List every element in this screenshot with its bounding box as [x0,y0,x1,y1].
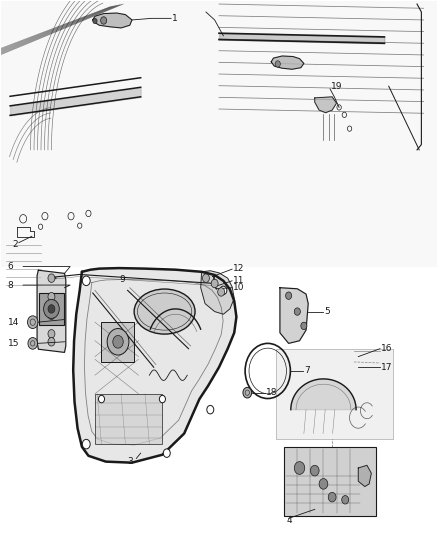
Text: 19: 19 [331,82,343,91]
Circle shape [107,328,129,355]
Circle shape [113,335,123,348]
Circle shape [202,274,209,282]
Text: 16: 16 [381,344,393,353]
Polygon shape [280,288,308,343]
Polygon shape [291,379,356,410]
Text: 10: 10 [233,283,245,292]
Text: 9: 9 [119,274,125,284]
Bar [276,349,393,439]
Circle shape [207,406,214,414]
Polygon shape [358,465,371,487]
Circle shape [93,18,97,23]
Circle shape [48,274,55,282]
Text: 5: 5 [325,307,331,316]
Circle shape [48,337,55,346]
Circle shape [159,395,166,403]
Bar [95,394,162,444]
Polygon shape [201,271,234,314]
Text: 11: 11 [233,276,245,285]
Circle shape [44,300,59,318]
Circle shape [319,479,328,489]
Text: 8: 8 [7,280,13,289]
Text: 7: 7 [304,367,310,375]
Polygon shape [271,56,304,69]
Circle shape [294,308,300,316]
Text: 1: 1 [173,14,178,23]
Bar [284,447,376,516]
Circle shape [28,337,38,349]
Polygon shape [73,268,237,463]
Text: 4: 4 [286,516,292,525]
Circle shape [82,276,90,286]
Circle shape [243,387,252,398]
Text: 14: 14 [7,318,19,327]
Circle shape [286,292,292,300]
Text: 18: 18 [266,388,278,397]
Polygon shape [37,270,66,352]
Bar [1,266,437,531]
Text: 12: 12 [233,264,245,272]
Circle shape [311,465,319,476]
Circle shape [294,462,305,474]
Text: 6: 6 [7,262,13,271]
Polygon shape [93,13,132,28]
Circle shape [211,279,218,288]
Bar [39,293,64,325]
Text: 2: 2 [12,240,18,249]
Circle shape [28,316,38,328]
Circle shape [99,395,105,403]
Text: 3: 3 [127,457,133,466]
Polygon shape [315,97,336,113]
Circle shape [301,322,307,329]
Circle shape [328,492,336,502]
Circle shape [163,449,170,457]
Circle shape [48,311,55,319]
Text: 17: 17 [381,363,393,372]
Bar [1,2,437,266]
Circle shape [101,17,107,24]
Circle shape [342,496,349,504]
Text: 15: 15 [7,339,19,348]
Circle shape [275,61,280,67]
Circle shape [48,293,55,301]
Circle shape [220,286,227,295]
Circle shape [48,305,55,313]
Ellipse shape [134,289,195,334]
Bar [102,322,134,362]
Circle shape [82,439,90,449]
Circle shape [218,288,225,296]
Circle shape [48,329,55,338]
